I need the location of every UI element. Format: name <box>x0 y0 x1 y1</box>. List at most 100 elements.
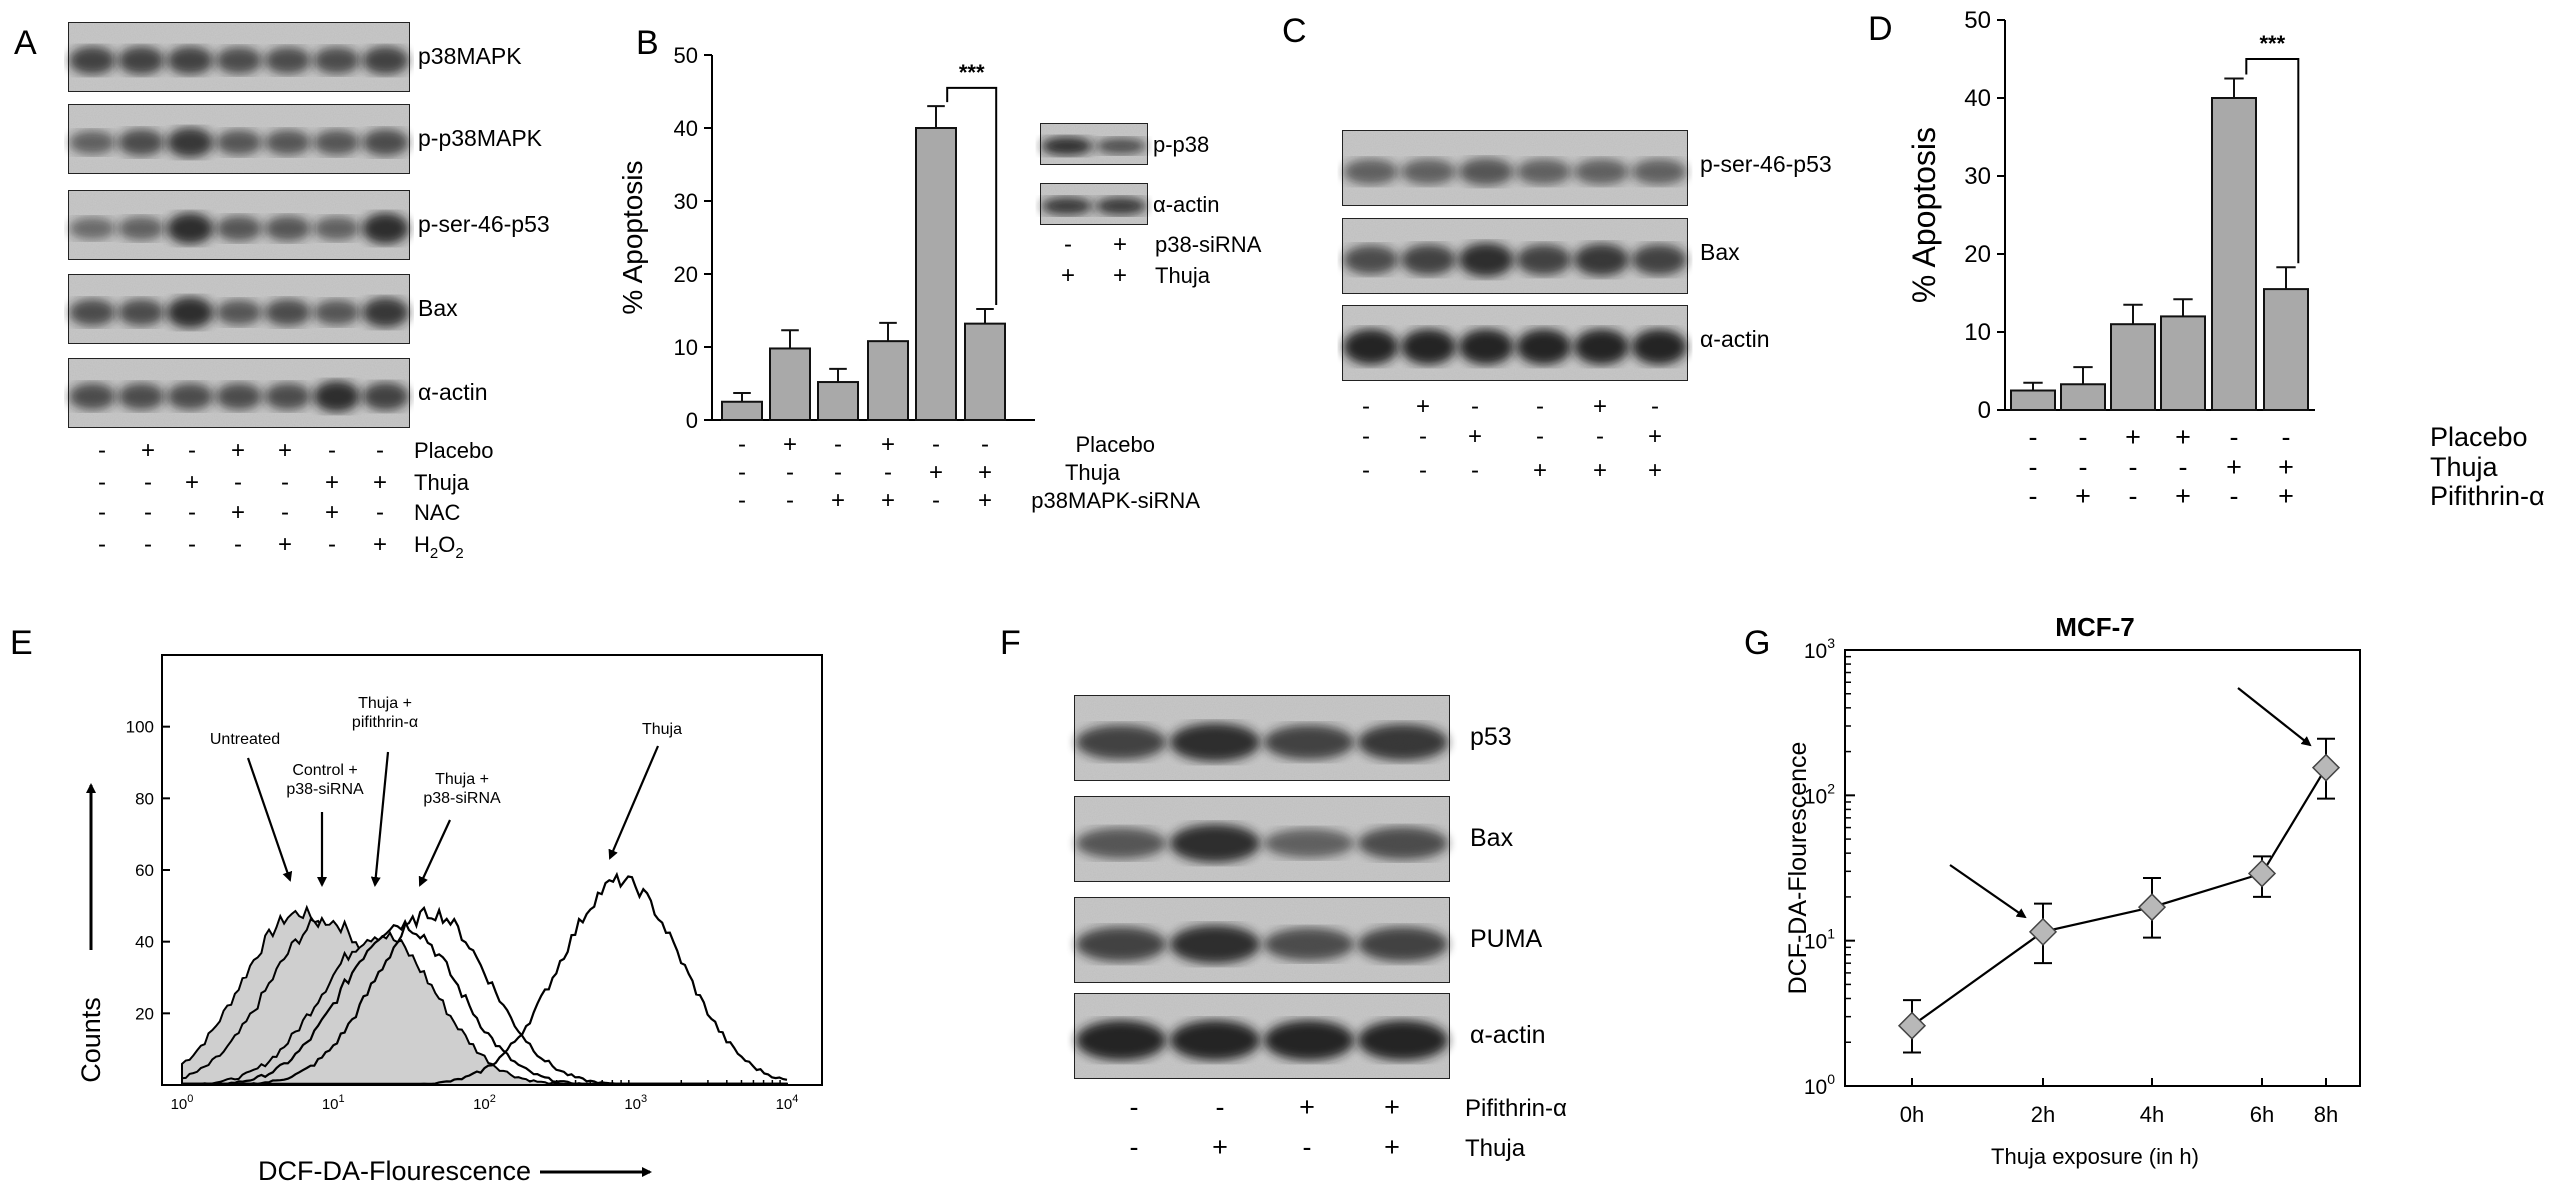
condition-mark: + <box>1061 262 1075 289</box>
condition-mark: - <box>1536 423 1544 450</box>
y-tick-label: 40 <box>674 116 698 141</box>
band <box>1458 329 1514 365</box>
blot-label: α-actin <box>1470 1021 1546 1049</box>
condition-mark: - <box>144 469 152 496</box>
band <box>117 129 165 156</box>
histogram-annotation: Thuja + pifithrin-α <box>352 695 418 731</box>
condition-mark: - <box>281 469 289 496</box>
condition-mark: - <box>2230 422 2239 452</box>
condition-mark: - <box>2029 452 2038 482</box>
condition-mark: + <box>231 437 245 464</box>
condition-mark: + <box>185 469 199 496</box>
band <box>68 46 116 75</box>
condition-mark: - <box>738 487 746 514</box>
condition-mark: - <box>1216 1092 1225 1122</box>
condition-mark: - <box>2282 422 2291 452</box>
band <box>313 129 361 156</box>
panel-c-letter: C <box>1282 12 1307 50</box>
condition-mark: - <box>98 437 106 464</box>
blot-strip <box>1341 217 1689 295</box>
y-tick-label: 100 <box>126 718 154 737</box>
condition-mark: + <box>1593 393 1607 420</box>
condition-mark: - <box>1130 1092 1139 1122</box>
band <box>1400 158 1457 185</box>
condition-mark: + <box>881 487 895 514</box>
panel-f-letter: F <box>1000 624 1021 662</box>
condition-mark: + <box>1648 423 1662 450</box>
condition-mark: + <box>783 431 797 458</box>
panel-e-letter: E <box>10 624 33 662</box>
band <box>1573 329 1630 365</box>
bar <box>964 322 1006 422</box>
y-tick-exp: 1 <box>1827 926 1835 942</box>
condition-mark: + <box>373 531 387 558</box>
annotation-arrow <box>246 757 293 882</box>
bar <box>915 127 957 421</box>
y-axis-label: Counts <box>76 997 106 1083</box>
condition-mark: - <box>2129 481 2138 511</box>
bar <box>2060 383 2106 412</box>
condition-mark: + <box>2226 452 2242 482</box>
annotation-arrow <box>608 745 660 860</box>
band <box>215 383 263 410</box>
condition-mark: - <box>834 459 842 486</box>
band <box>1357 1020 1449 1061</box>
band <box>166 127 214 158</box>
band <box>1263 724 1355 760</box>
a-cond-label: Thuja <box>414 470 470 495</box>
band <box>68 217 116 240</box>
condition-mark: + <box>1212 1132 1228 1162</box>
plot-frame <box>1844 649 2361 1087</box>
condition-mark: - <box>98 469 106 496</box>
annotation-line: pifithrin-α <box>352 714 418 731</box>
panel-f-blots: p53 Bax PUMA α-actin - - + + - + - + <box>1073 694 1546 1162</box>
x-axis-label: Thuja exposure (in h) <box>1991 1144 2199 1169</box>
data-point <box>2311 753 2341 782</box>
x-tick-base: 10 <box>624 1096 641 1113</box>
condition-mark: + <box>1384 1092 1400 1122</box>
band <box>313 216 361 241</box>
b-inset-cond-label: Thuja <box>1155 263 1211 288</box>
band <box>166 383 214 410</box>
band <box>1573 158 1630 185</box>
condition-mark: - <box>786 487 794 514</box>
condition-mark: - <box>1064 231 1072 258</box>
condition-mark: - <box>234 531 242 558</box>
condition-mark: - <box>98 531 106 558</box>
band <box>117 216 165 241</box>
annotation-line: Thuja + <box>358 695 412 712</box>
panel-g-letter: G <box>1744 624 1770 662</box>
bar <box>817 381 859 422</box>
y-tick-label: 60 <box>135 861 154 880</box>
band <box>68 383 116 410</box>
x-tick-label: 102 <box>473 1093 496 1113</box>
band <box>1631 244 1687 276</box>
condition-mark: - <box>1471 457 1479 484</box>
annotation-line: p38-siRNA <box>286 781 364 798</box>
x-tick-exp: 2 <box>490 1093 496 1105</box>
x-tick-base: 10 <box>322 1096 339 1113</box>
band <box>215 215 263 242</box>
x-tick-exp: 1 <box>339 1093 345 1105</box>
band <box>1095 138 1147 155</box>
bar <box>721 400 763 421</box>
panel-a-letter: A <box>14 24 37 62</box>
band <box>166 296 214 329</box>
band <box>215 129 263 156</box>
annotation-line: Untreated <box>210 731 280 748</box>
blot-label: p53 <box>1470 723 1512 751</box>
condition-mark: + <box>1113 231 1127 258</box>
band <box>166 46 214 75</box>
band <box>1343 245 1399 275</box>
x-tick-exp: 3 <box>641 1093 647 1105</box>
band <box>1573 243 1630 276</box>
band <box>1041 197 1093 216</box>
histogram-annotation: Untreated <box>210 731 280 748</box>
condition-mark: - <box>1419 423 1427 450</box>
band <box>1343 329 1399 365</box>
blot-label: α-actin <box>1700 326 1770 352</box>
a-cond-label-h2o2: H2O2 <box>414 532 464 562</box>
y-tick-label: 102 <box>1804 780 1835 808</box>
panel-b-letter: B <box>636 24 659 62</box>
